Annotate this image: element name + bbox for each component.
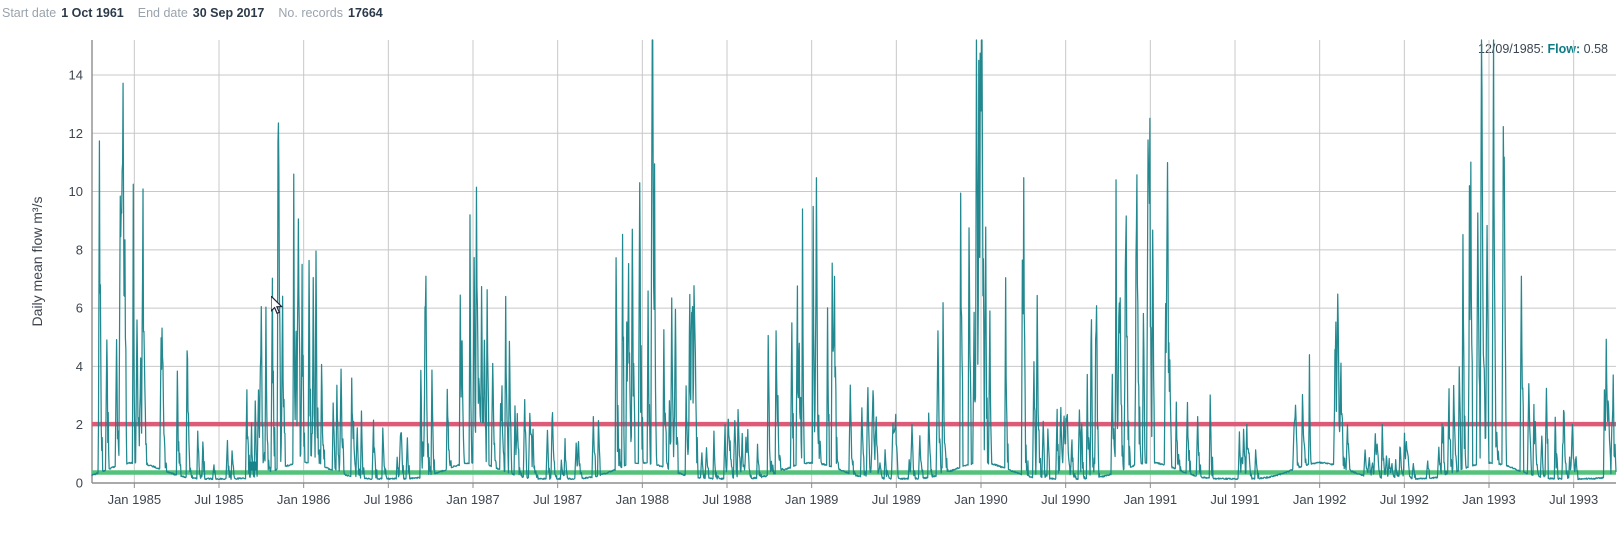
meta-record-count-value: 17664 (348, 5, 383, 20)
svg-text:Jan 1992: Jan 1992 (1293, 492, 1347, 507)
svg-text:8: 8 (76, 242, 83, 257)
svg-text:Jul 1987: Jul 1987 (533, 492, 582, 507)
meta-start-date: Start date 1 Oct 1961 (2, 7, 124, 20)
svg-text:Jul 1985: Jul 1985 (194, 492, 243, 507)
svg-text:Jul 1991: Jul 1991 (1210, 492, 1259, 507)
x-axis (92, 482, 1616, 488)
svg-text:Jul 1993: Jul 1993 (1549, 492, 1598, 507)
meta-record-count-label: No. records (278, 5, 343, 20)
chart-hover-tooltip: 12/09/1985: Flow: 0.58 (1478, 43, 1608, 56)
x-tick-labels: Jan 1985 Jul 1985 Jan 1986 Jul 1986 Jan 1987… (108, 492, 1599, 507)
flow-series-line[interactable] (91, 39, 1617, 481)
meta-end-date-label: End date (137, 5, 188, 20)
meta-end-date: End date 30 Sep 2017 (138, 7, 265, 20)
tooltip-colon: : (1576, 42, 1581, 56)
svg-text:12: 12 (69, 126, 83, 141)
svg-text:6: 6 (76, 301, 83, 316)
svg-text:Daily mean flow m³/s: Daily mean flow m³/s (29, 197, 45, 327)
svg-text:10: 10 (69, 184, 83, 199)
y-axis-title: Daily mean flow m³/s (29, 197, 45, 327)
svg-text:Jan 1986: Jan 1986 (277, 492, 331, 507)
svg-text:Jul 1988: Jul 1988 (702, 492, 751, 507)
y-tick-labels: 0 2 4 6 8 10 12 14 (69, 67, 83, 490)
svg-text:Jan 1993: Jan 1993 (1462, 492, 1516, 507)
svg-text:4: 4 (76, 359, 83, 374)
meta-start-date-label: Start date (2, 5, 57, 20)
meta-end-date-value: 30 Sep 2017 (192, 5, 265, 20)
svg-text:Jul 1990: Jul 1990 (1041, 492, 1090, 507)
svg-text:Jan 1989: Jan 1989 (785, 492, 839, 507)
record-metadata-header: Start date 1 Oct 1961 End date 30 Sep 20… (0, 0, 397, 26)
svg-text:Jan 1988: Jan 1988 (616, 492, 670, 507)
svg-text:Jan 1987: Jan 1987 (446, 492, 500, 507)
svg-text:Jan 1991: Jan 1991 (1124, 492, 1178, 507)
grid-lines (92, 40, 1616, 483)
tooltip-series-key: Flow (1547, 42, 1576, 56)
svg-text:Jul 1989: Jul 1989 (872, 492, 921, 507)
svg-text:0: 0 (76, 476, 83, 491)
tooltip-value: 0.58 (1583, 42, 1608, 56)
svg-text:Jan 1985: Jan 1985 (108, 492, 162, 507)
meta-record-count: No. records 17664 (278, 7, 382, 20)
svg-text:Jan 1990: Jan 1990 (954, 492, 1008, 507)
tooltip-date: 12/09/1985: (1478, 42, 1545, 56)
svg-text:2: 2 (76, 417, 83, 432)
highlighted-data-point[interactable] (248, 461, 258, 471)
svg-text:14: 14 (69, 67, 83, 82)
svg-text:Jul 1992: Jul 1992 (1380, 492, 1429, 507)
svg-text:Jul 1986: Jul 1986 (364, 492, 413, 507)
meta-start-date-value: 1 Oct 1961 (61, 5, 124, 20)
